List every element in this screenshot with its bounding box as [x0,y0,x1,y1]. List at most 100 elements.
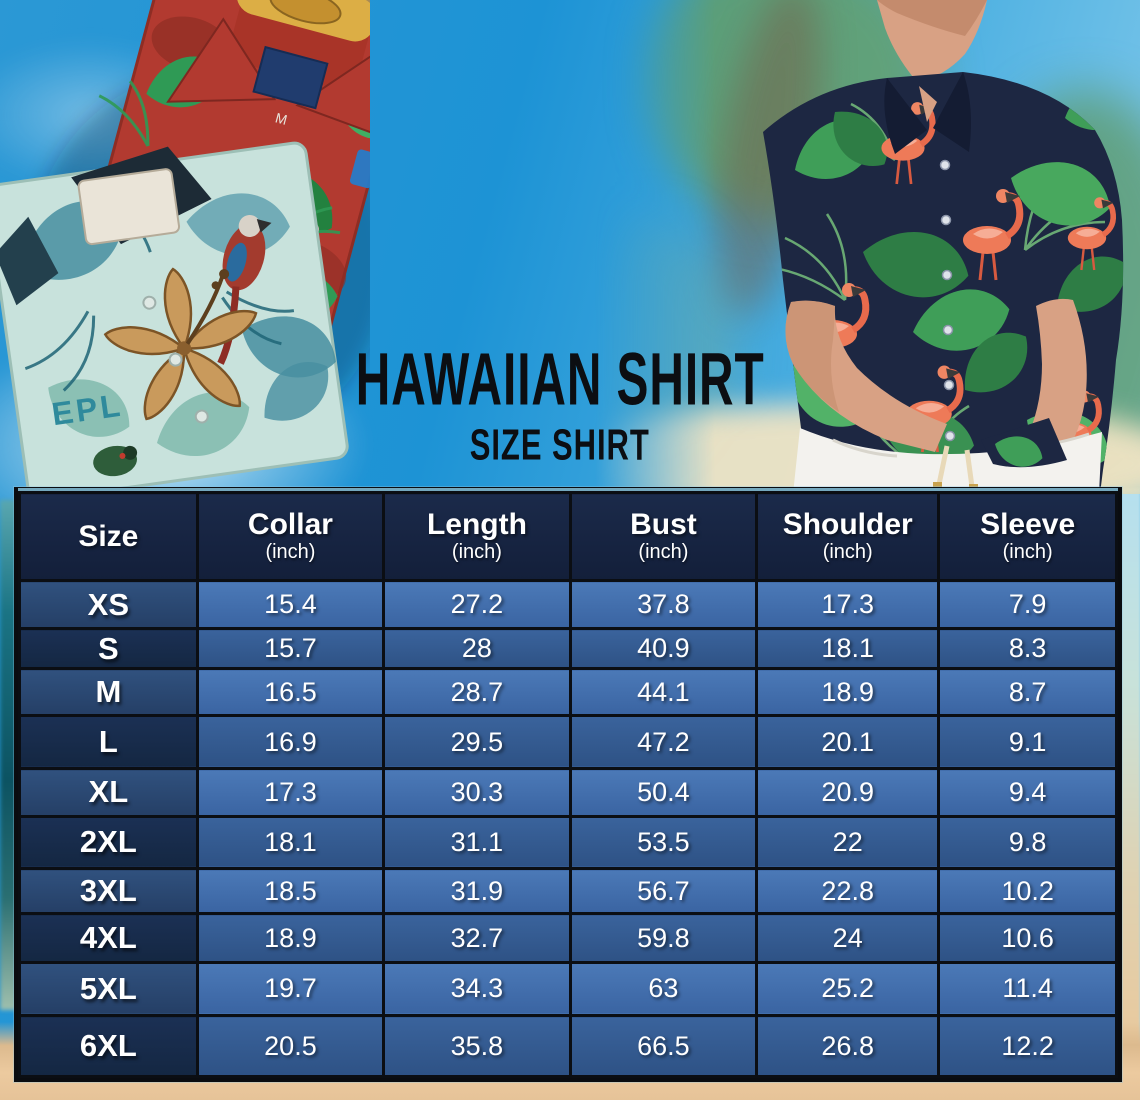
value-cell: 17.3 [755,578,941,631]
value-cell: 56.7 [568,867,759,916]
collar-lapel-left [884,78,927,154]
value-cell: 15.4 [195,578,386,631]
teal-hawaiian-shirt: EPL [0,141,349,502]
table-row: XL 17.3 30.3 50.4 20.9 9.4 [18,767,1118,818]
col-header-sleeve: Sleeve (inch) [937,491,1118,582]
value-cell: 28 [382,627,572,671]
value-cell: 20.5 [195,1014,386,1078]
value-cell: 15.7 [195,627,386,671]
table-row: 3XL 18.5 31.9 56.7 22.8 10.2 [18,867,1118,916]
value-cell: 10.6 [937,912,1118,964]
value-cell: 31.9 [382,867,572,916]
table-row: 4XL 18.9 32.7 59.8 24 10.6 [18,912,1118,964]
col-header-length: Length (inch) [382,491,572,582]
value-cell: 11.4 [937,960,1118,1018]
size-label-cell: 6XL [18,1014,199,1078]
table-row: M 16.5 28.7 44.1 18.9 8.7 [18,667,1118,717]
col-header-collar: Collar (inch) [195,491,386,582]
size-label-cell: S [18,627,199,671]
collar-lapel-right [933,72,971,152]
size-label-cell: M [18,667,199,717]
collar-label [252,45,329,110]
table-row: S 15.7 28 40.9 18.1 8.3 [18,627,1118,671]
size-label-cell: XL [18,767,199,818]
value-cell: 66.5 [568,1014,759,1078]
page-subtitle: SIZE SHIRT [469,420,651,469]
table-row: 2XL 18.1 31.1 53.5 22 9.8 [18,814,1118,871]
value-cell: 9.4 [937,767,1118,818]
value-cell: 28.7 [382,667,572,717]
value-cell: 50.4 [568,767,759,818]
table-row: 5XL 19.7 34.3 63 25.2 11.4 [18,960,1118,1018]
value-cell: 32.7 [382,912,572,964]
value-cell: 16.9 [195,713,386,771]
shirt-size-tag: M [274,109,289,127]
value-cell: 22.8 [755,867,941,916]
size-chart-table: Size Collar (inch) Length (inch) Bust (i… [14,487,1122,1082]
value-cell: 19.7 [195,960,386,1018]
value-cell: 10.2 [937,867,1118,916]
size-label-cell: 5XL [18,960,199,1018]
button-placket [939,159,956,442]
col-header-size: Size [18,491,199,582]
col-header-bust: Bust (inch) [568,491,759,582]
value-cell: 7.9 [937,578,1118,631]
parrot [217,214,272,365]
value-cell: 18.1 [755,627,941,671]
value-cell: 40.9 [568,627,759,671]
value-cell: 25.2 [755,960,941,1018]
value-cell: 35.8 [382,1014,572,1078]
value-cell: 20.1 [755,713,941,771]
header-row: Size Collar (inch) Length (inch) Bust (i… [18,491,1118,582]
size-table-body: XS 15.4 27.2 37.8 17.3 7.9 S 15.7 28 40.… [18,578,1118,1078]
size-table: Size Collar (inch) Length (inch) Bust (i… [18,491,1118,1078]
col-header-shoulder: Shoulder (inch) [755,491,941,582]
value-cell: 18.9 [195,912,386,964]
size-label-cell: 3XL [18,867,199,916]
value-cell: 9.1 [937,713,1118,771]
value-cell: 37.8 [568,578,759,631]
man-wearing-shirt-photo [595,0,1140,494]
value-cell: 9.8 [937,814,1118,871]
chest-pocket [77,168,181,246]
size-label-cell: L [18,713,199,771]
right-forearm [1021,298,1087,456]
value-cell: 17.3 [195,767,386,818]
value-cell: 22 [755,814,941,871]
table-row: L 16.9 29.5 47.2 20.1 9.1 [18,713,1118,771]
size-label-cell: 2XL [18,814,199,871]
value-cell: 31.1 [382,814,572,871]
value-cell: 47.2 [568,713,759,771]
size-label-cell: 4XL [18,912,199,964]
value-cell: 18.1 [195,814,386,871]
value-cell: 20.9 [755,767,941,818]
value-cell: 30.3 [382,767,572,818]
value-cell: 24 [755,912,941,964]
value-cell: 59.8 [568,912,759,964]
folded-shirts-illustration: M [0,0,417,502]
value-cell: 18.5 [195,867,386,916]
value-cell: 53.5 [568,814,759,871]
value-cell: 34.3 [382,960,572,1018]
beach-edge [1120,488,1140,1048]
value-cell: 29.5 [382,713,572,771]
page-title: HAWAIIAN SHIRT [355,339,765,422]
chin-shadow [877,0,987,36]
value-cell: 16.5 [195,667,386,717]
value-cell: 18.9 [755,667,941,717]
value-cell: 63 [568,960,759,1018]
value-cell: 8.7 [937,667,1118,717]
man-illustration [763,0,1124,494]
folded-shirts-photo: M [0,0,417,502]
value-cell: 44.1 [568,667,759,717]
white-pants [793,428,1102,494]
table-row: 6XL 20.5 35.8 66.5 26.8 12.2 [18,1014,1118,1078]
gold-logo-oval [269,0,342,25]
value-cell: 8.3 [937,627,1118,671]
value-cell: 12.2 [937,1014,1118,1078]
chest-skin [919,86,937,122]
size-label-cell: XS [18,578,199,631]
table-row: XS 15.4 27.2 37.8 17.3 7.9 [18,578,1118,631]
value-cell: 27.2 [382,578,572,631]
